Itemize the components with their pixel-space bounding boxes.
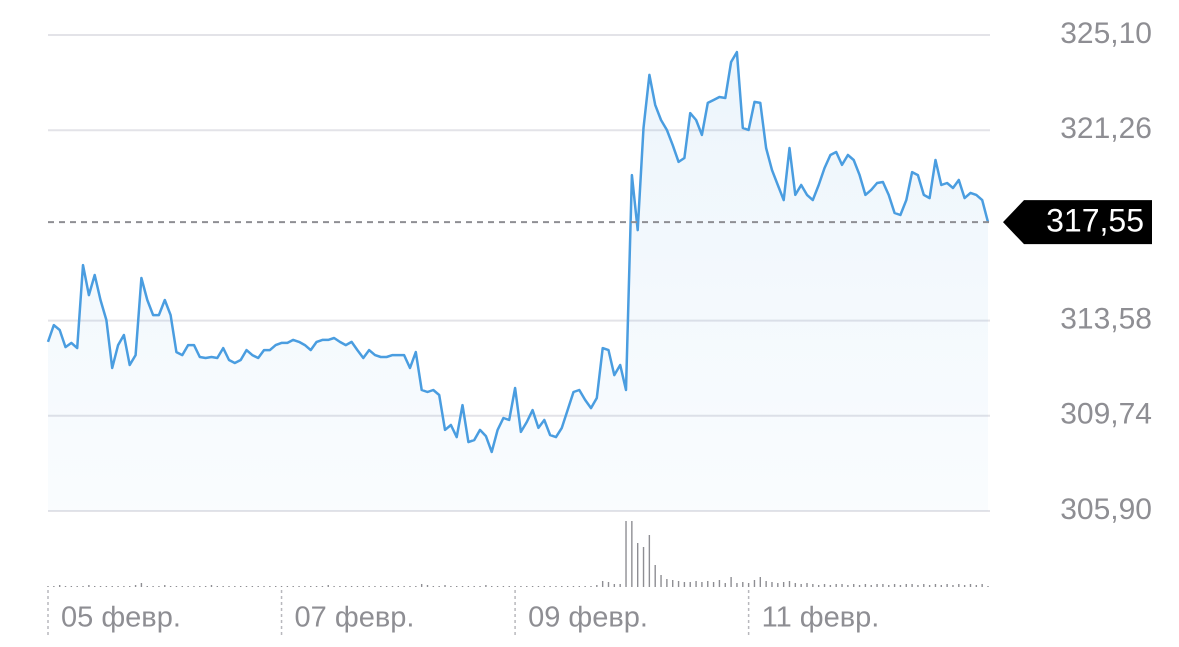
x-tick-label: 11 февр. [762,602,880,634]
y-tick-label: 305,90 [1060,493,1152,526]
area-fill [48,52,988,511]
y-tick-label: 309,74 [1060,398,1152,431]
x-tick-label: 09 февр. [528,602,648,634]
last-price-flag [1003,200,1152,245]
x-tick-label: 05 февр. [61,602,181,634]
y-tick-label: 321,26 [1060,112,1152,145]
y-tick-label: 325,10 [1060,17,1152,50]
y-tick-label: 313,58 [1060,303,1152,336]
price-line [46,50,990,454]
last-price-label: 317,55 [1046,203,1144,239]
x-tick-label: 07 февр. [295,602,415,634]
